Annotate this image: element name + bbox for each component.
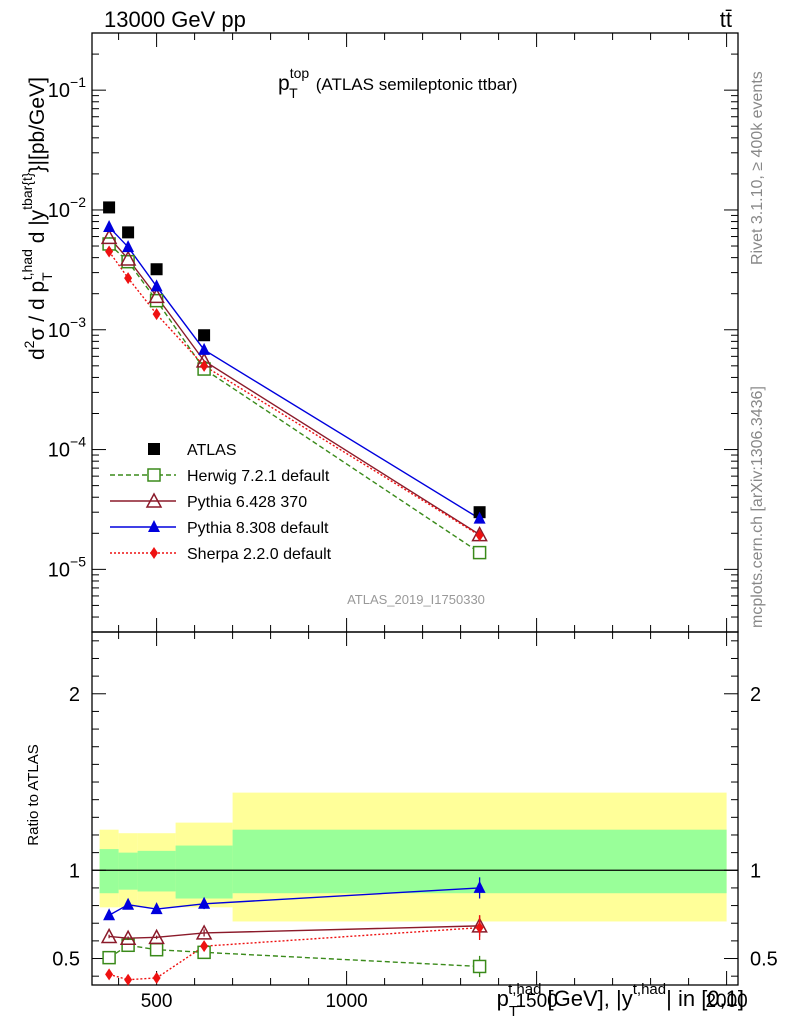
analysis-id-label: ATLAS_2019_I1750330	[347, 592, 485, 607]
ratio-herwig-7-2-1-default-line	[108, 944, 480, 968]
ratio-y-tick-label-right: 0.5	[750, 949, 778, 971]
ratio-herwig-7-2-1-default-point	[102, 950, 116, 965]
ratio-sherpa-2-2-0-default-point	[475, 921, 484, 934]
ratio-frame	[91, 631, 739, 986]
ratio-herwig-7-2-1-default-point	[149, 942, 164, 957]
ratio-pythia-6-428-370-point	[119, 929, 137, 945]
x-axis-label: pTt,had [GeV], |yt,had| in [0,1]	[497, 981, 744, 1020]
ratio-pythia-8-308-default-point	[103, 908, 116, 921]
sherpa-2-2-0-default-point	[152, 308, 161, 321]
ratio-y-axis-label: Ratio to ATLAS	[25, 744, 42, 845]
legend-label-atlas: ATLAS	[187, 442, 237, 459]
legend-marker-herwig-7-2-1-default	[147, 468, 161, 482]
atlas-point	[198, 329, 211, 342]
ratio-herwig-7-2-1-default-point	[472, 959, 487, 974]
ratio-sherpa-2-2-0-default-point	[200, 940, 209, 953]
ratio-y-tick-label: 0.5	[52, 949, 80, 971]
legend-label-pythia-8-308-default: Pythia 8.308 default	[187, 520, 329, 537]
plot-title: ptop T (ATLAS semileptonic ttbar)	[278, 65, 518, 101]
herwig-7-2-1-default-point	[472, 545, 487, 560]
ratio-sherpa-2-2-0-default-point	[152, 971, 161, 984]
legend-marker-atlas	[148, 443, 160, 455]
legend-marker-pythia-8-308-default	[148, 520, 160, 532]
main-y-tick-label: 10−3	[48, 314, 86, 342]
ratio-y-tick-label-right: 2	[750, 684, 761, 706]
main-y-tick-label: 10−4	[48, 434, 86, 462]
main-y-tick-label: 10−5	[48, 553, 86, 581]
ratio-pythia-8-308-default-point	[150, 902, 163, 915]
mcplots-label: mcplots.cern.ch [arXiv:1306.3436]	[749, 386, 766, 628]
pythia-6-428-370-point	[119, 250, 137, 266]
atlas-point	[103, 201, 116, 214]
ratio-pythia-8-308-default-point	[122, 897, 135, 910]
process-label: tt̄	[720, 7, 732, 32]
legend-label-sherpa-2-2-0-default: Sherpa 2.2.0 default	[187, 546, 332, 563]
atlas-point	[122, 226, 135, 239]
main-y-axis-label: d2σ / d pTt,had d |ytbar{t}}|[pb/GeV]	[19, 77, 55, 360]
pythia-6-428-370-point	[100, 228, 118, 245]
atlas-point	[150, 263, 163, 276]
x-tick-label: 2000	[705, 991, 747, 1012]
main-y-tick-label: 10−2	[48, 194, 86, 222]
ratio-y-tick-label-right: 1	[750, 860, 761, 882]
green-band-1	[118, 852, 138, 890]
legend-marker-pythia-6-428-370	[145, 492, 163, 508]
green-band-2	[137, 850, 176, 892]
ratio-sherpa-2-2-0-default-line	[108, 926, 480, 981]
main-y-tick-label: 10−1	[48, 74, 86, 102]
legend-marker-sherpa-2-2-0-default	[150, 547, 158, 559]
x-tick-label: 1500	[515, 991, 557, 1012]
pythia-8-308-default-point	[473, 511, 486, 524]
main-plot: 10−1 10−2 10−3 10−4 10−5 ATLAS Herwig 7.2.1 de…	[48, 32, 739, 633]
legend-label-pythia-6-428-370: Pythia 6.428 370	[187, 494, 307, 511]
ratio-pythia-8-308-default-point	[473, 880, 486, 893]
energy-label: 13000 GeV pp	[104, 7, 246, 32]
sherpa-2-2-0-default-line	[108, 251, 480, 537]
x-tick-label: 1000	[325, 991, 367, 1012]
sherpa-2-2-0-default-point	[475, 529, 484, 542]
ratio-sherpa-2-2-0-default-point	[124, 973, 133, 986]
sherpa-2-2-0-default-point	[105, 245, 114, 258]
pythia-8-308-default-point	[198, 342, 211, 355]
ratio-herwig-7-2-1-default-point	[121, 938, 135, 953]
green-band-0	[99, 849, 119, 894]
main-frame	[91, 32, 739, 633]
rivet-version-label: Rivet 3.1.10, ≥ 400k events	[749, 71, 766, 265]
pythia-6-428-370-point	[148, 287, 165, 304]
ratio-pythia-6-428-370-point	[195, 924, 213, 940]
sherpa-2-2-0-default-point	[124, 272, 133, 285]
ratio-pythia-6-428-370-point	[148, 928, 165, 945]
x-tick-label: 500	[141, 991, 173, 1012]
pythia-8-308-default-point	[103, 220, 116, 233]
legend-label-herwig-7-2-1-default: Herwig 7.2.1 default	[187, 468, 330, 485]
pythia-6-428-370-line	[108, 236, 480, 536]
pythia-8-308-default-point	[122, 240, 135, 253]
green-band-3	[175, 845, 233, 899]
ratio-pythia-8-308-default-point	[198, 896, 211, 909]
ratio-sherpa-2-2-0-default-point	[105, 968, 114, 981]
ratio-y-tick-label: 2	[69, 684, 80, 706]
herwig-7-2-1-default-point	[121, 254, 135, 269]
pythia-8-308-default-point	[150, 279, 163, 292]
sherpa-2-2-0-default-point	[200, 359, 209, 372]
ratio-pythia-6-428-370-point	[100, 927, 118, 944]
ratio-y-tick-label: 1	[69, 860, 80, 882]
